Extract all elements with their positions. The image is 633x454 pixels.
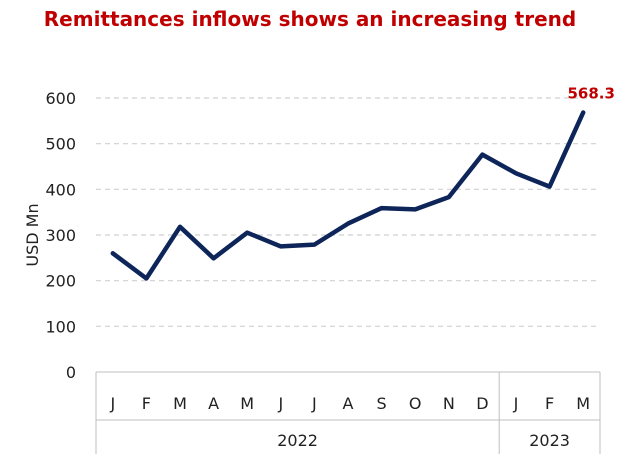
x-tick-label: M: [173, 394, 187, 413]
annotations: 568.3: [567, 84, 614, 102]
y-tick-label: 300: [45, 226, 76, 245]
x-tick-label: M: [240, 394, 254, 413]
y-axis-ticks: 0 100 200 300 400 500 600: [45, 89, 76, 382]
x-tick-label: J: [277, 394, 283, 413]
x-tick-label: S: [377, 394, 387, 413]
y-tick-label: 500: [45, 135, 76, 154]
y-tick-label: 400: [45, 180, 76, 199]
x-tick-label: F: [142, 394, 151, 413]
x-tick-label: M: [576, 394, 590, 413]
x-tick-label: J: [311, 394, 317, 413]
x-tick-label: D: [476, 394, 488, 413]
x-tick-label: J: [109, 394, 115, 413]
data-label: 568.3: [567, 84, 614, 102]
y-tick-label: 600: [45, 89, 76, 108]
x-tick-label: J: [513, 394, 519, 413]
x-tick-label: A: [343, 394, 354, 413]
x-group-label: 2023: [529, 431, 570, 450]
gridlines: [96, 97, 600, 327]
chart-title: Remittances inflows shows an increasing …: [43, 7, 577, 31]
y-tick-label: 0: [66, 363, 76, 382]
x-tick-label: F: [545, 394, 554, 413]
y-tick-label: 100: [45, 317, 76, 336]
x-group-label: 2022: [277, 431, 318, 450]
x-tick-label: O: [409, 394, 422, 413]
series-lines: [110, 110, 586, 281]
series-line: [110, 110, 586, 281]
x-axis: J F M A M J J A S O N D J F M 2022 2023: [95, 371, 601, 454]
y-axis-label: USD Mn: [23, 203, 42, 266]
x-tick-label: N: [443, 394, 455, 413]
y-tick-label: 200: [45, 272, 76, 291]
x-tick-label: A: [208, 394, 219, 413]
